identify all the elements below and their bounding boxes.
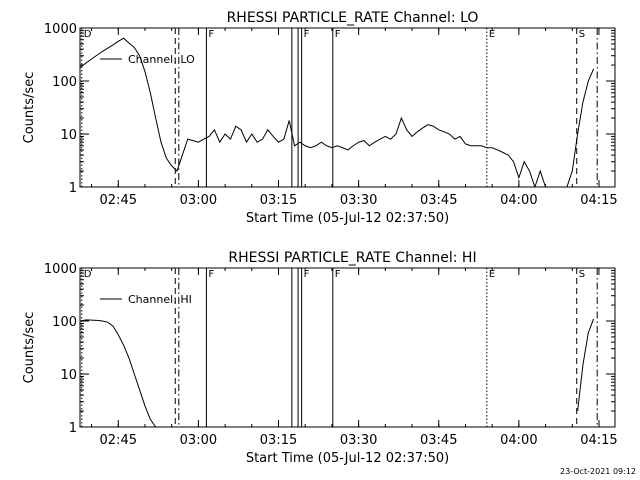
y-tick-label: 1 bbox=[69, 421, 77, 436]
x-tick-label: 04:15 bbox=[580, 433, 617, 448]
x-tick-label: 02:45 bbox=[100, 193, 137, 208]
event-marker-label: F bbox=[304, 29, 310, 40]
x-tick-label: 03:00 bbox=[180, 193, 217, 208]
series-line bbox=[577, 318, 595, 412]
x-tick-label: 03:00 bbox=[180, 433, 217, 448]
event-marker-label: F bbox=[208, 269, 214, 280]
y-tick-label: 10 bbox=[60, 368, 77, 383]
y-axis-label: Counts/sec bbox=[22, 72, 37, 144]
hi-channel-plot: RHESSI PARTICLE_RATE Channel: HI Start Ti… bbox=[22, 250, 618, 466]
y-tick-label: 1 bbox=[69, 181, 77, 196]
x-tick-label: 03:15 bbox=[260, 433, 297, 448]
event-marker-label: F bbox=[304, 269, 310, 280]
footer-timestamp: 23-Oct-2021 09:12 bbox=[560, 467, 636, 476]
series-line bbox=[80, 37, 595, 187]
legend-label: Channel: LO bbox=[128, 53, 195, 66]
x-tick-label: 04:00 bbox=[500, 433, 537, 448]
x-axis-label: Start Time (05-Jul-12 02:37:50) bbox=[246, 211, 449, 226]
plot-frame bbox=[79, 267, 616, 428]
event-marker-label: D bbox=[84, 29, 92, 40]
x-tick-label: 03:30 bbox=[340, 193, 377, 208]
lo-channel-plot: RHESSI PARTICLE_RATE Channel: LO Start Ti… bbox=[22, 10, 618, 226]
event-marker-label: E bbox=[489, 269, 495, 280]
event-marker-label: F bbox=[335, 29, 341, 40]
y-axis-label: Counts/sec bbox=[22, 312, 37, 384]
event-marker-label: S bbox=[579, 29, 585, 40]
x-tick-label: 03:15 bbox=[260, 193, 297, 208]
event-marker-label: F bbox=[335, 269, 341, 280]
y-tick-label: 100 bbox=[52, 315, 77, 330]
y-tick-label: 1000 bbox=[44, 22, 77, 37]
legend-label: Channel: HI bbox=[128, 293, 192, 306]
x-axis-label: Start Time (05-Jul-12 02:37:50) bbox=[246, 451, 449, 466]
x-tick-label: 04:00 bbox=[500, 193, 537, 208]
x-tick-label: 03:45 bbox=[420, 433, 457, 448]
event-marker-label: D bbox=[84, 269, 92, 280]
y-tick-label: 10 bbox=[60, 128, 77, 143]
event-marker-label: S bbox=[579, 269, 585, 280]
x-tick-label: 02:45 bbox=[100, 433, 137, 448]
x-tick-label: 04:15 bbox=[580, 193, 617, 208]
event-marker-label: F bbox=[208, 29, 214, 40]
event-marker-label: E bbox=[489, 29, 495, 40]
y-tick-label: 1000 bbox=[44, 262, 77, 277]
x-tick-label: 03:30 bbox=[340, 433, 377, 448]
y-tick-label: 100 bbox=[52, 75, 77, 90]
series-line bbox=[80, 319, 157, 427]
plot-frame bbox=[79, 27, 616, 188]
chart-title: RHESSI PARTICLE_RATE Channel: HI bbox=[228, 250, 476, 266]
chart-title: RHESSI PARTICLE_RATE Channel: LO bbox=[227, 10, 479, 26]
x-tick-label: 03:45 bbox=[420, 193, 457, 208]
